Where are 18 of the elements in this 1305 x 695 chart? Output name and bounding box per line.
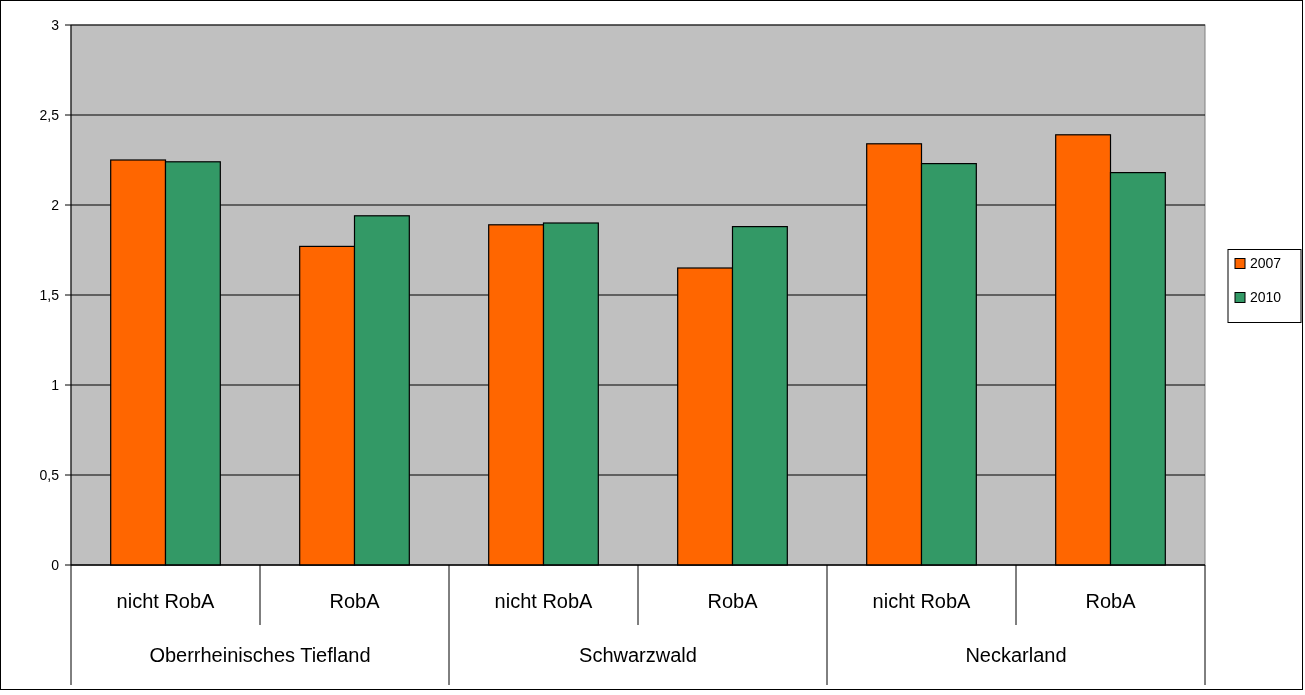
x-tick-label: RobA <box>1085 590 1137 612</box>
y-tick-label: 2,5 <box>39 106 60 123</box>
x-tick-label: RobA <box>329 590 381 612</box>
legend-label: 2010 <box>1250 289 1282 306</box>
x-tick-label: nicht RobA <box>872 590 972 612</box>
text: Oberrheinisches Tiefland <box>149 644 371 666</box>
x-tick-label: RobA <box>707 590 759 612</box>
text: Neckarland <box>965 644 1067 666</box>
text: Schwarzwald <box>579 644 697 666</box>
y-tick-label: 2 <box>51 196 60 213</box>
legend-label: 2007 <box>1250 255 1282 272</box>
y-tick-label: 0,5 <box>39 466 60 483</box>
y-tick-label: 1 <box>51 376 60 393</box>
x-tick-label: nicht RobA <box>494 590 594 612</box>
y-tick-label: 1,5 <box>39 286 60 303</box>
x-tick-label: nicht RobA <box>116 590 216 612</box>
y-tick-label: 3 <box>51 16 60 33</box>
y-tick-label: 0 <box>51 556 60 573</box>
